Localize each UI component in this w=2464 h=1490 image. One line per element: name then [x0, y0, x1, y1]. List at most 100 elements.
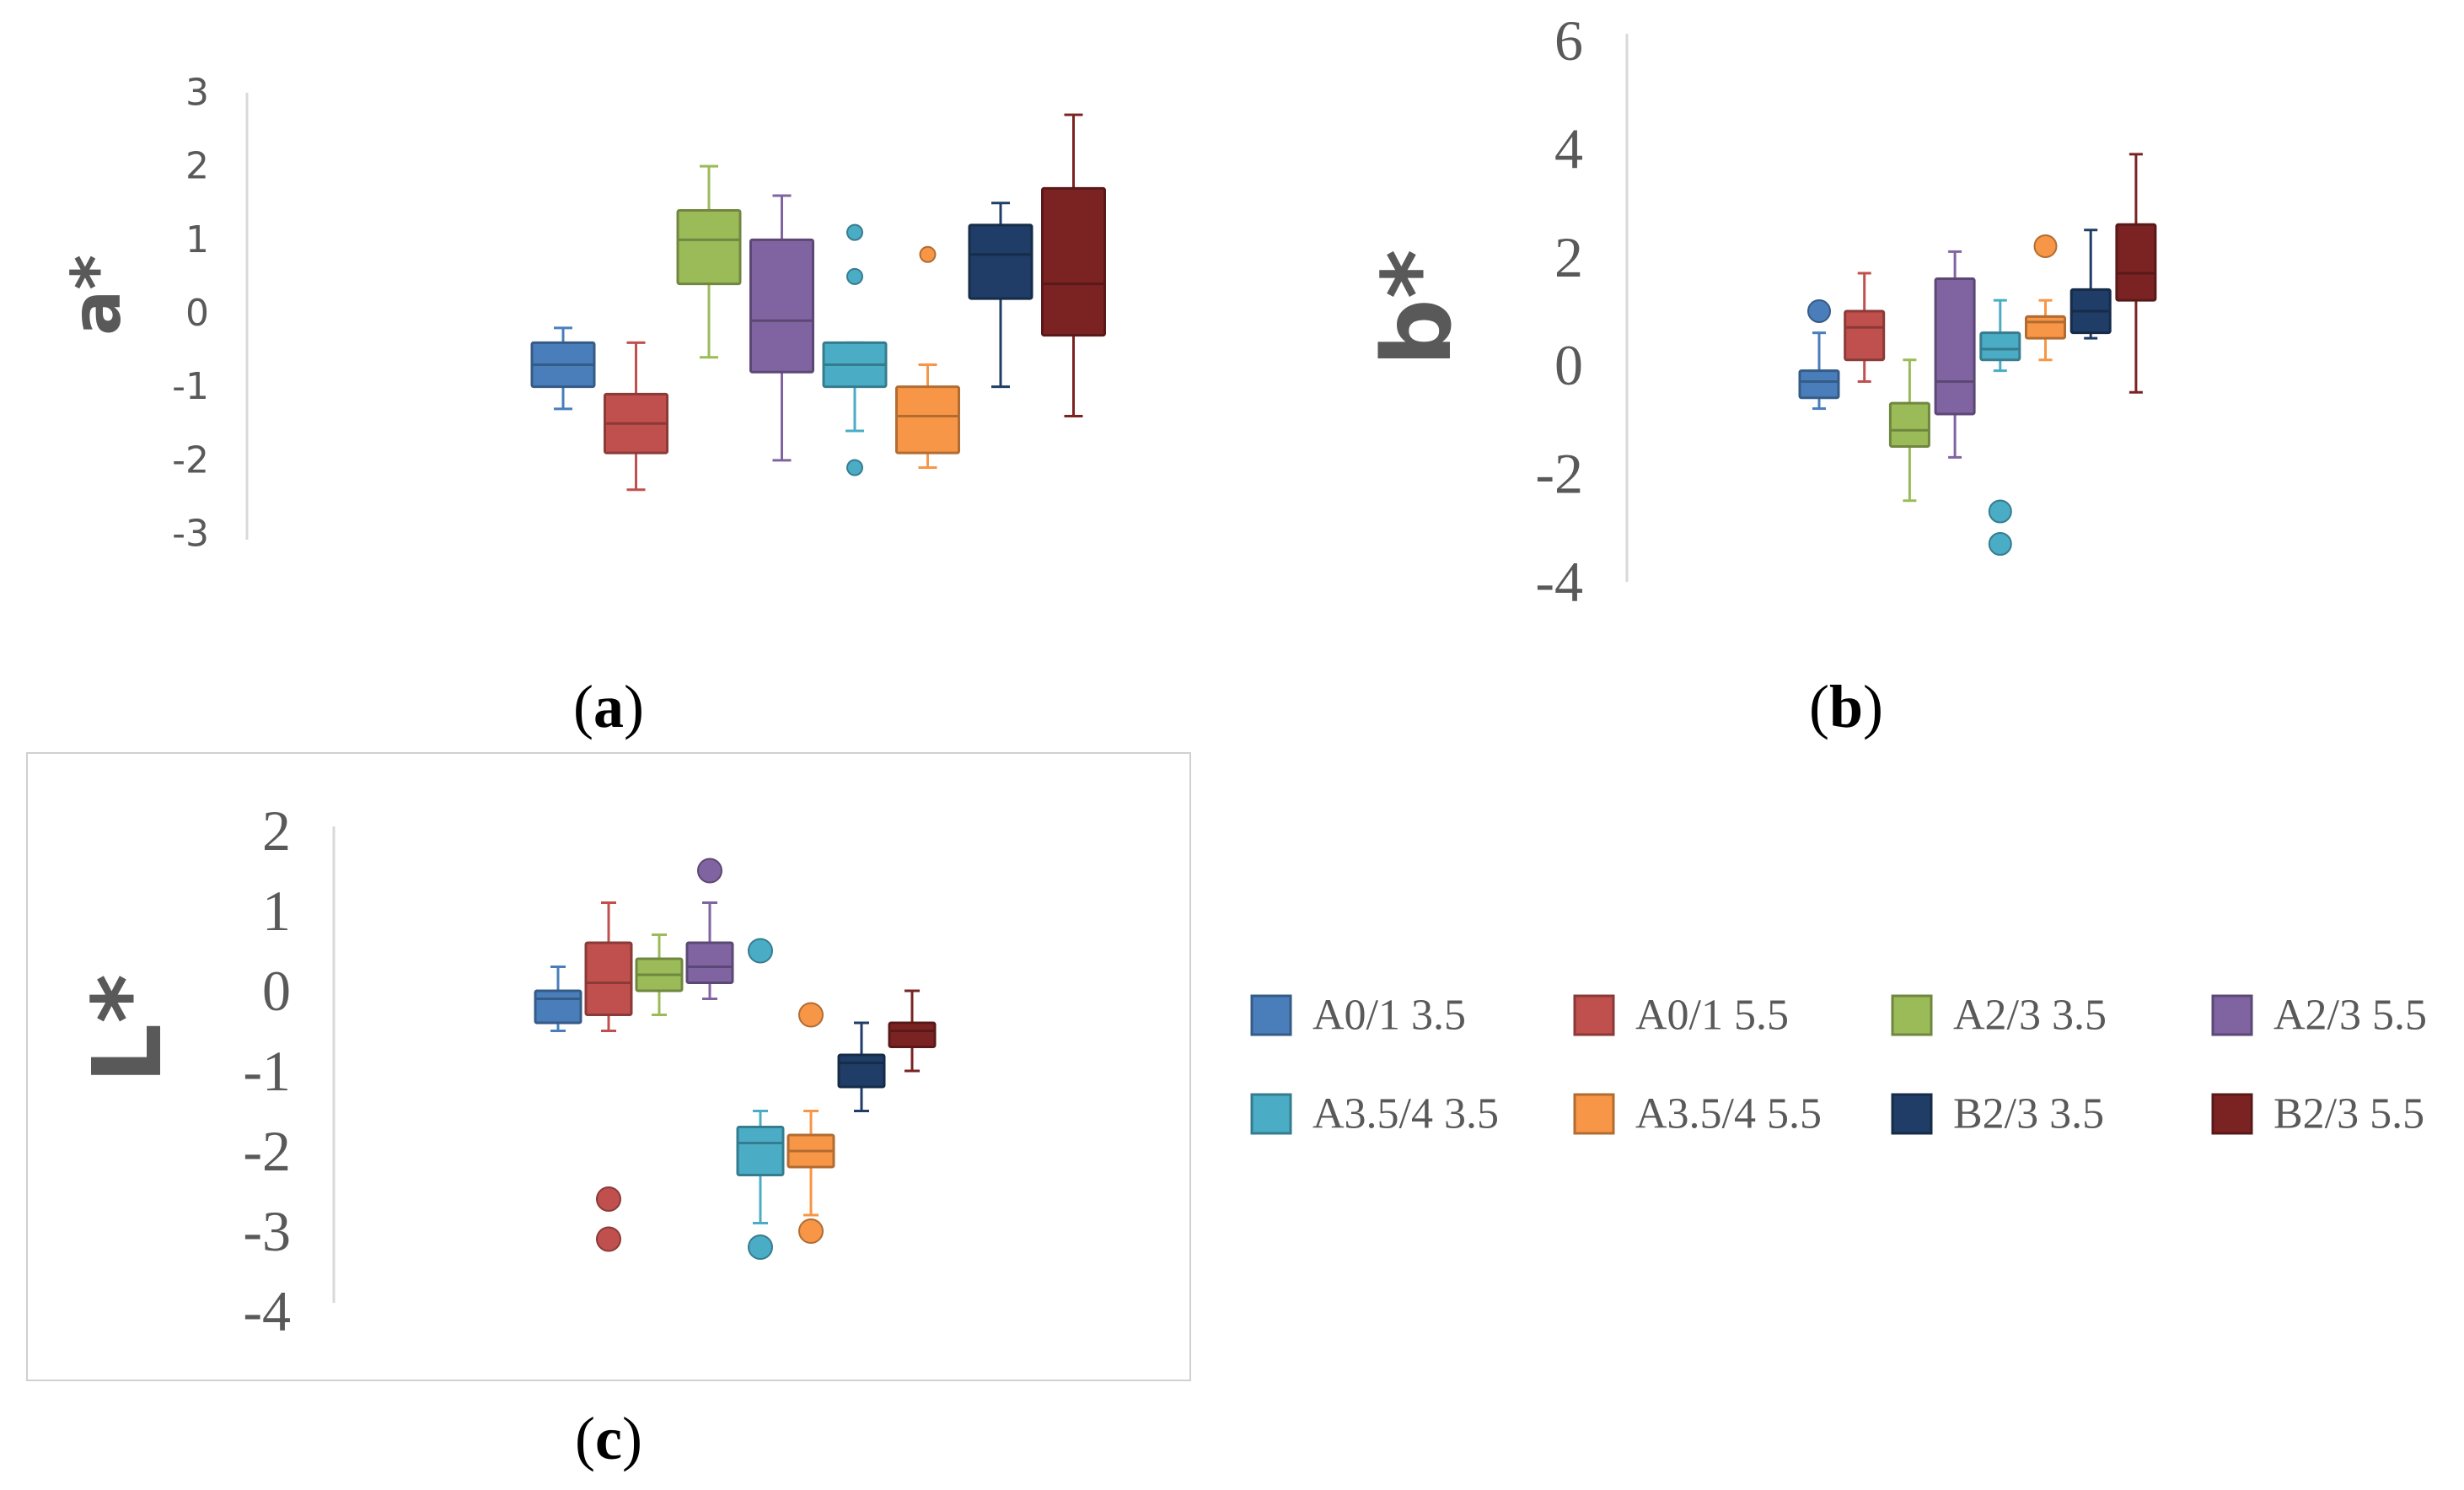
panel-a-y-tick-label: -3 [172, 513, 209, 556]
legend-item: A3.5/4 3.5 [1250, 1090, 1499, 1138]
legend-label: A0/1 5.5 [1635, 992, 1789, 1040]
panel-c-y-tick-label: 0 [262, 959, 291, 1023]
outlier-point [846, 223, 863, 241]
iqr-box [584, 941, 633, 1016]
panel-a-y-tick-label: 3 [185, 72, 209, 115]
panel-a-box-1 [530, 326, 596, 411]
panel-b-y-tick-label: 4 [1554, 116, 1583, 180]
legend-swatch [2211, 1093, 2253, 1135]
panel-c: 2 1 0 -1 -2 -3 -4 L* (c) [26, 752, 1191, 1472]
panel-c-box-5 [736, 938, 785, 1260]
outlier-point [1988, 499, 2012, 524]
legend-label: A3.5/4 3.5 [1313, 1090, 1499, 1138]
outlier-point [919, 245, 937, 263]
panel-b-y-tick-label: -4 [1535, 550, 1583, 614]
panel-b-box-1 [1798, 299, 1840, 411]
outlier-point [1988, 532, 2012, 557]
legend-swatch [1250, 1093, 1292, 1135]
panel-a: 3 2 1 0 -1 -2 -3 a* (a) [57, 72, 1106, 740]
panel-a-y-label: a* [57, 255, 136, 336]
panel-c-y-tick-label: -3 [243, 1199, 291, 1263]
panel-c-box-4 [685, 858, 734, 1000]
panel-b-y-tick-label: 0 [1554, 333, 1583, 397]
iqr-box [534, 989, 582, 1025]
panel-a-y-tick-label: 0 [185, 292, 209, 335]
panel-c-y-tick-label: -4 [243, 1279, 291, 1343]
legend-item: B2/3 3.5 [1891, 1090, 2104, 1138]
panel-a-caption: (a) [573, 673, 644, 740]
outlier-point [748, 938, 773, 964]
legend-item: A0/1 3.5 [1250, 992, 1466, 1040]
iqr-box [736, 1126, 785, 1176]
iqr-box [685, 941, 734, 984]
iqr-box [1934, 277, 1976, 416]
legend-item: A2/3 5.5 [2211, 992, 2427, 1040]
panel-c-box-8 [888, 989, 937, 1073]
panel-a-box-7 [968, 202, 1033, 389]
iqr-box [676, 208, 742, 286]
legend-item: A2/3 3.5 [1891, 992, 2107, 1040]
outlier-point [846, 459, 863, 476]
panel-a-boxes [530, 113, 1106, 492]
panel-a-box-2 [604, 341, 668, 492]
panel-c-y-ticks: 2 1 0 -1 -2 -3 -4 [243, 799, 291, 1343]
legend-swatch [1573, 1093, 1615, 1135]
panel-b-y-label: b* [1363, 250, 1473, 367]
panel-c-y-label: L* [73, 974, 183, 1084]
iqr-box [1041, 186, 1106, 337]
panel-a-y-tick-label: 1 [185, 218, 209, 261]
panel-c-y-tick-label: 1 [262, 879, 291, 943]
legend-swatch [1891, 1093, 1933, 1135]
panel-b-box-7 [2069, 229, 2112, 340]
outlier-point [697, 858, 722, 884]
panel-a-box-6 [895, 245, 960, 470]
legend-item: B2/3 5.5 [2211, 1090, 2424, 1138]
iqr-box [1888, 401, 1930, 449]
outlier-point [1807, 299, 1831, 323]
legend-swatch [2211, 994, 2253, 1036]
legend-label: A3.5/4 5.5 [1635, 1090, 1822, 1138]
legend-item: A3.5/4 5.5 [1573, 1090, 1822, 1138]
iqr-box [888, 1021, 937, 1048]
outlier-point [748, 1234, 773, 1260]
legend-label: A2/3 3.5 [1953, 992, 2107, 1040]
legend-swatch [1573, 994, 1615, 1036]
panel-a-y-tick-label: -1 [172, 365, 209, 408]
legend-item: A0/1 5.5 [1573, 992, 1789, 1040]
iqr-box [837, 1053, 886, 1089]
panel-a-box-8 [1041, 113, 1106, 418]
outlier-point [2033, 234, 2058, 258]
outlier-point [596, 1226, 621, 1252]
panel-b-y-ticks: 6 4 2 0 -2 -4 [1535, 8, 1583, 614]
panel-b-box-3 [1888, 358, 1930, 503]
panel-a-box-5 [822, 223, 888, 476]
iqr-box [2025, 315, 2066, 340]
iqr-box [895, 385, 960, 455]
panel-c-box-1 [534, 966, 582, 1032]
panel-c-y-tick-label: 2 [262, 799, 291, 863]
panel-a-box-4 [749, 194, 814, 462]
legend: A0/1 3.5 A0/1 5.5 A2/3 3.5 A2/3 5.5 A3.5/4 3… [1250, 992, 2427, 1138]
legend-swatch [1250, 994, 1292, 1036]
panel-c-box-2 [584, 901, 633, 1252]
panel-c-y-tick-label: -2 [243, 1119, 291, 1183]
panel-c-caption: (c) [575, 1405, 642, 1472]
outlier-point [798, 1002, 824, 1028]
panel-b-y-tick-label: -2 [1535, 442, 1583, 506]
outlier-point [596, 1186, 621, 1212]
panel-a-y-tick-label: 2 [185, 145, 209, 188]
panel-b-box-8 [2115, 153, 2157, 394]
panel-c-box-3 [635, 933, 684, 1016]
panel-a-box-3 [676, 164, 742, 359]
iqr-box [1798, 369, 1840, 400]
panel-b-box-2 [1844, 272, 1886, 383]
outlier-point [798, 1218, 824, 1244]
legend-label: B2/3 5.5 [2273, 1090, 2424, 1138]
panel-c-boxes [534, 858, 937, 1260]
iqr-box [1844, 309, 1886, 362]
panel-a-y-ticks: 3 2 1 0 -1 -2 -3 [172, 72, 209, 556]
panel-b-y-tick-label: 2 [1554, 225, 1583, 289]
panel-a-y-tick-label: -2 [172, 438, 209, 481]
legend-label: A0/1 3.5 [1313, 992, 1466, 1040]
